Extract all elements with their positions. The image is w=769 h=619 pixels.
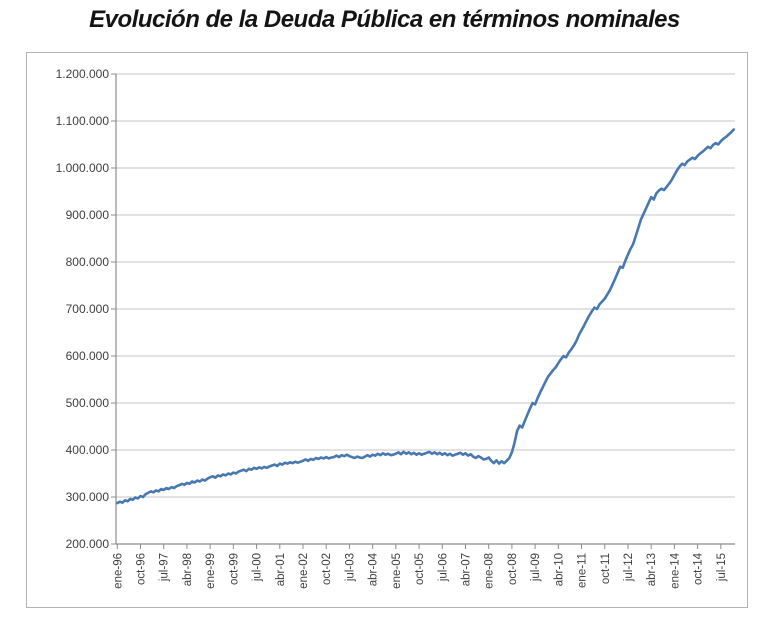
y-tick-label: 1.200.000: [56, 67, 110, 81]
y-tick-label: 500.000: [66, 396, 110, 410]
y-tick-label: 1.100.000: [56, 114, 110, 128]
x-tick-label: jul-15: [716, 553, 728, 582]
x-tick-label: jul-12: [623, 553, 635, 582]
x-tick-label: jul-03: [344, 553, 356, 582]
y-tick-label: 1.000.000: [56, 161, 110, 175]
x-tick-label: ene-08: [484, 553, 496, 589]
x-tick-label: ene-14: [669, 552, 681, 588]
x-tick-label: abr-07: [461, 553, 473, 586]
x-tick-label: oct-14: [693, 552, 705, 585]
y-tick-label: 200.000: [66, 537, 110, 551]
y-tick-label: 300.000: [66, 490, 110, 504]
x-tick-label: oct-11: [600, 553, 612, 584]
x-tick-label: ene-05: [391, 553, 403, 589]
x-tick-label: ene-02: [298, 553, 310, 589]
x-tick-label: jul-97: [159, 553, 171, 582]
x-tick-label: abr-04: [368, 552, 380, 586]
debt-line-chart: 200.000 300.000 400.000 500.000 600.000 700.0…: [56, 67, 736, 589]
debt-series-line: [115, 128, 736, 505]
x-tick-label: oct-99: [228, 553, 240, 585]
chart-frame: 200.000 300.000 400.000 500.000 600.000 700.0…: [26, 52, 748, 608]
y-axis-labels: 200.000 300.000 400.000 500.000 600.000 700.0…: [56, 67, 110, 551]
y-tick-label: 700.000: [66, 302, 110, 316]
x-tick-label: abr-01: [275, 553, 287, 586]
x-tick-label: oct-02: [321, 553, 333, 585]
x-tick-label: ene-99: [205, 553, 217, 589]
y-tick-label: 600.000: [66, 349, 110, 363]
chart-title: Evolución de la Deuda Pública en término…: [89, 6, 680, 33]
x-tick-label: oct-08: [507, 553, 519, 585]
x-tick-label: jul-00: [252, 553, 264, 582]
x-tick-label: oct-96: [136, 553, 148, 585]
x-axis-labels: ene-96 oct-96 jul-97 abr-98 ene-99 oct-99 jul-…: [112, 552, 728, 588]
x-tick-label: ene-96: [112, 553, 124, 589]
x-tick-label: jul-06: [437, 553, 449, 582]
gridlines: [116, 73, 735, 498]
x-tick-label: abr-13: [646, 553, 658, 586]
y-tick-label: 800.000: [66, 255, 110, 269]
y-tick-label: 900.000: [66, 208, 110, 222]
x-tick-label: oct-05: [414, 553, 426, 585]
y-tick-label: 400.000: [66, 443, 110, 457]
x-tick-label: ene-11: [577, 553, 589, 588]
tick-marks: [111, 73, 722, 549]
x-tick-label: jul-09: [530, 553, 542, 582]
x-tick-label: abr-98: [182, 553, 194, 586]
x-tick-label: abr-10: [553, 553, 565, 586]
